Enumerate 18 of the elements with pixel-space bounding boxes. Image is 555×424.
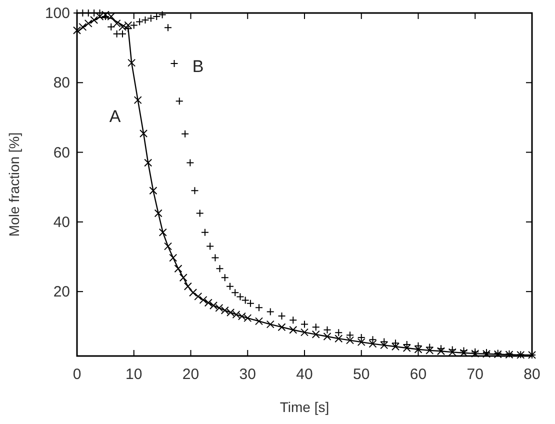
x-axis-title: Time [s] bbox=[280, 399, 330, 415]
x-tick-label: 80 bbox=[524, 366, 540, 383]
x-tick-label: 70 bbox=[466, 366, 484, 383]
annotation: B bbox=[192, 57, 204, 76]
y-tick-label: 60 bbox=[53, 144, 70, 162]
y-tick-label: 100 bbox=[44, 5, 70, 22]
annotation: A bbox=[109, 107, 122, 126]
y-tick-label: 20 bbox=[53, 284, 70, 301]
x-tick-label: 20 bbox=[182, 366, 200, 383]
x-tick-label: 30 bbox=[239, 366, 256, 383]
y-axis-title: Mole fraction [%] bbox=[6, 132, 22, 237]
x-tick-label: 0 bbox=[72, 366, 82, 383]
x-tick-label: 50 bbox=[353, 366, 370, 383]
y-tick-label: 40 bbox=[53, 214, 70, 231]
y-tick-label: 80 bbox=[53, 74, 70, 92]
x-tick-label: 60 bbox=[410, 366, 427, 383]
x-tick-label: 40 bbox=[296, 366, 313, 383]
x-tick-label: 10 bbox=[126, 366, 142, 383]
